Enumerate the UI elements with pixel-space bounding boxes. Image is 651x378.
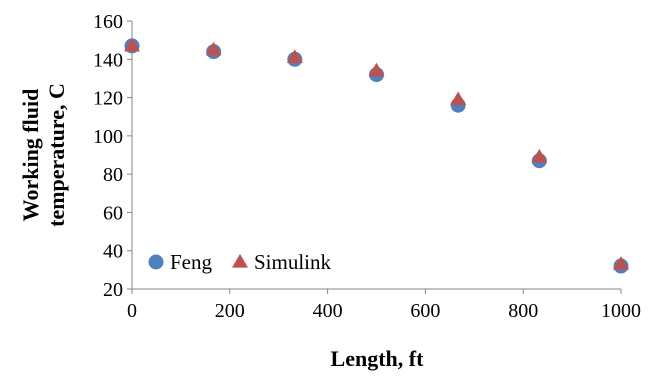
legend-label-simulink: Simulink — [254, 250, 332, 274]
data-point-triangle — [124, 37, 140, 52]
data-point-triangle — [613, 256, 629, 270]
x-tick-label: 1000 — [601, 300, 641, 322]
tick-labels: 20 40 60 80 100 120 140 160 0 200 400 600 800 1000 — [93, 11, 641, 322]
x-tick-label: 0 — [127, 300, 137, 322]
series-simulink — [124, 37, 629, 270]
y-tick-label: 160 — [93, 11, 123, 33]
y-tick-label: 20 — [103, 279, 123, 301]
data-point-triangle — [450, 91, 467, 106]
axes — [127, 20, 622, 294]
legend: Feng Simulink — [148, 250, 332, 274]
legend-marker-simulink — [232, 254, 248, 268]
y-tick-label: 140 — [93, 49, 123, 71]
x-tick-label: 200 — [215, 300, 245, 322]
y-axis-title-line-1: Working fluid — [18, 89, 43, 222]
legend-label-feng: Feng — [170, 250, 213, 274]
y-tick-label: 80 — [103, 164, 123, 186]
data-point-triangle — [205, 41, 222, 56]
y-tick-label: 100 — [93, 126, 123, 148]
x-tick-label: 800 — [508, 300, 538, 322]
data-marks — [124, 37, 629, 274]
x-tick-label: 600 — [410, 300, 440, 322]
y-tick-label: 120 — [93, 88, 123, 110]
y-tick-label: 60 — [103, 202, 123, 224]
x-tick-label: 400 — [313, 300, 343, 322]
y-tick-label: 40 — [103, 241, 123, 263]
data-point-triangle — [531, 148, 548, 163]
data-point-triangle — [286, 49, 303, 63]
legend-marker-feng — [148, 254, 164, 270]
axis-titles: Length, ft Working fluid temperature, C — [18, 83, 424, 371]
x-axis-title: Length, ft — [331, 346, 425, 371]
data-point-triangle — [368, 62, 385, 77]
y-axis-title-line-2: temperature, C — [44, 83, 69, 227]
